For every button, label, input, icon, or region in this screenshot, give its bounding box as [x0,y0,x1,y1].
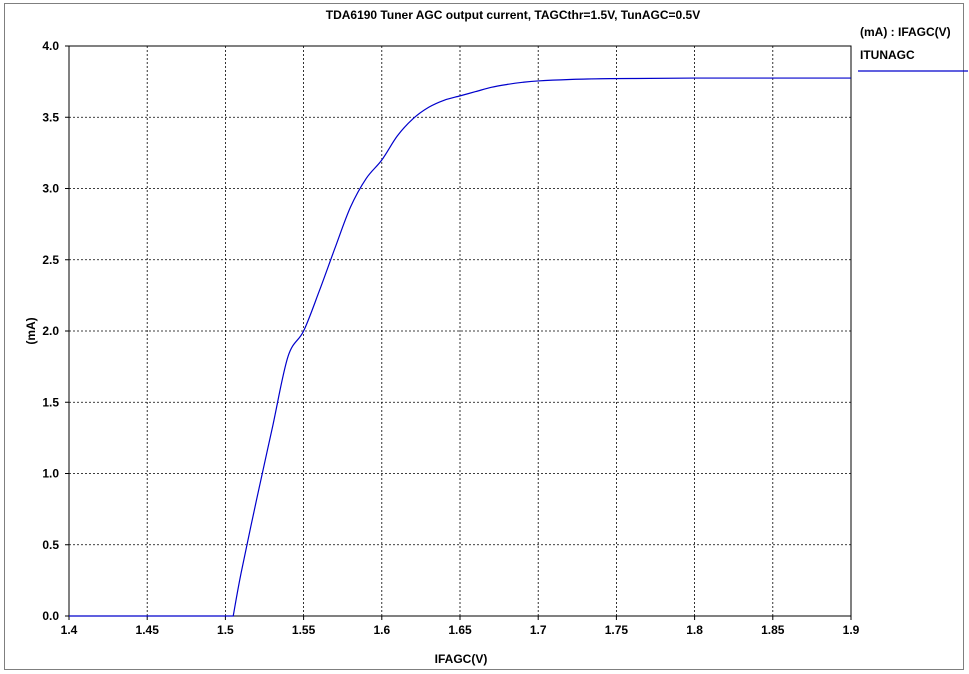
series-line-itunagc [69,77,851,617]
y-tick-label: 0.0 [42,609,59,623]
y-tick-label: 2.0 [42,324,59,338]
x-tick-label: 1.9 [843,623,860,637]
legend: (mA) : IFAGC(V) ITUNAGC [858,25,968,72]
legend-entry-itunagc: ITUNAGC [860,48,915,62]
x-tick-label: 1.8 [686,623,703,637]
x-tick-label: 1.45 [136,623,160,637]
legend-header: (mA) : IFAGC(V) [860,25,951,39]
chart-frame [4,3,964,670]
y-axis-label: (mA) [24,317,38,344]
x-axis-label: IFAGC(V) [435,652,488,666]
chart-title: TDA6190 Tuner AGC output current, TAGCth… [326,8,701,22]
x-tick-label: 1.65 [448,623,472,637]
x-tick-label: 1.5 [217,623,234,637]
grid [69,46,851,616]
x-tick-label: 1.75 [605,623,629,637]
y-tick-label: 3.5 [42,110,59,124]
y-tick-label: 2.5 [42,253,59,267]
y-tick-label: 3.0 [42,182,59,196]
y-axis-ticks: 0.0 0.5 1.0 1.5 2.0 2.5 3.0 3.5 4.0 [42,39,69,623]
y-tick-label: 0.5 [42,538,59,552]
y-tick-label: 4.0 [42,39,59,53]
x-axis-ticks: 1.4 1.45 1.5 1.55 1.6 1.65 1.7 1.75 1.8 1.85 1.9 [61,616,860,637]
x-tick-label: 1.85 [761,623,785,637]
x-tick-label: 1.55 [292,623,316,637]
x-tick-label: 1.6 [373,623,390,637]
x-tick-label: 1.7 [530,623,547,637]
y-tick-label: 1.5 [42,395,59,409]
x-tick-label: 1.4 [61,623,78,637]
y-tick-label: 1.0 [42,467,59,481]
